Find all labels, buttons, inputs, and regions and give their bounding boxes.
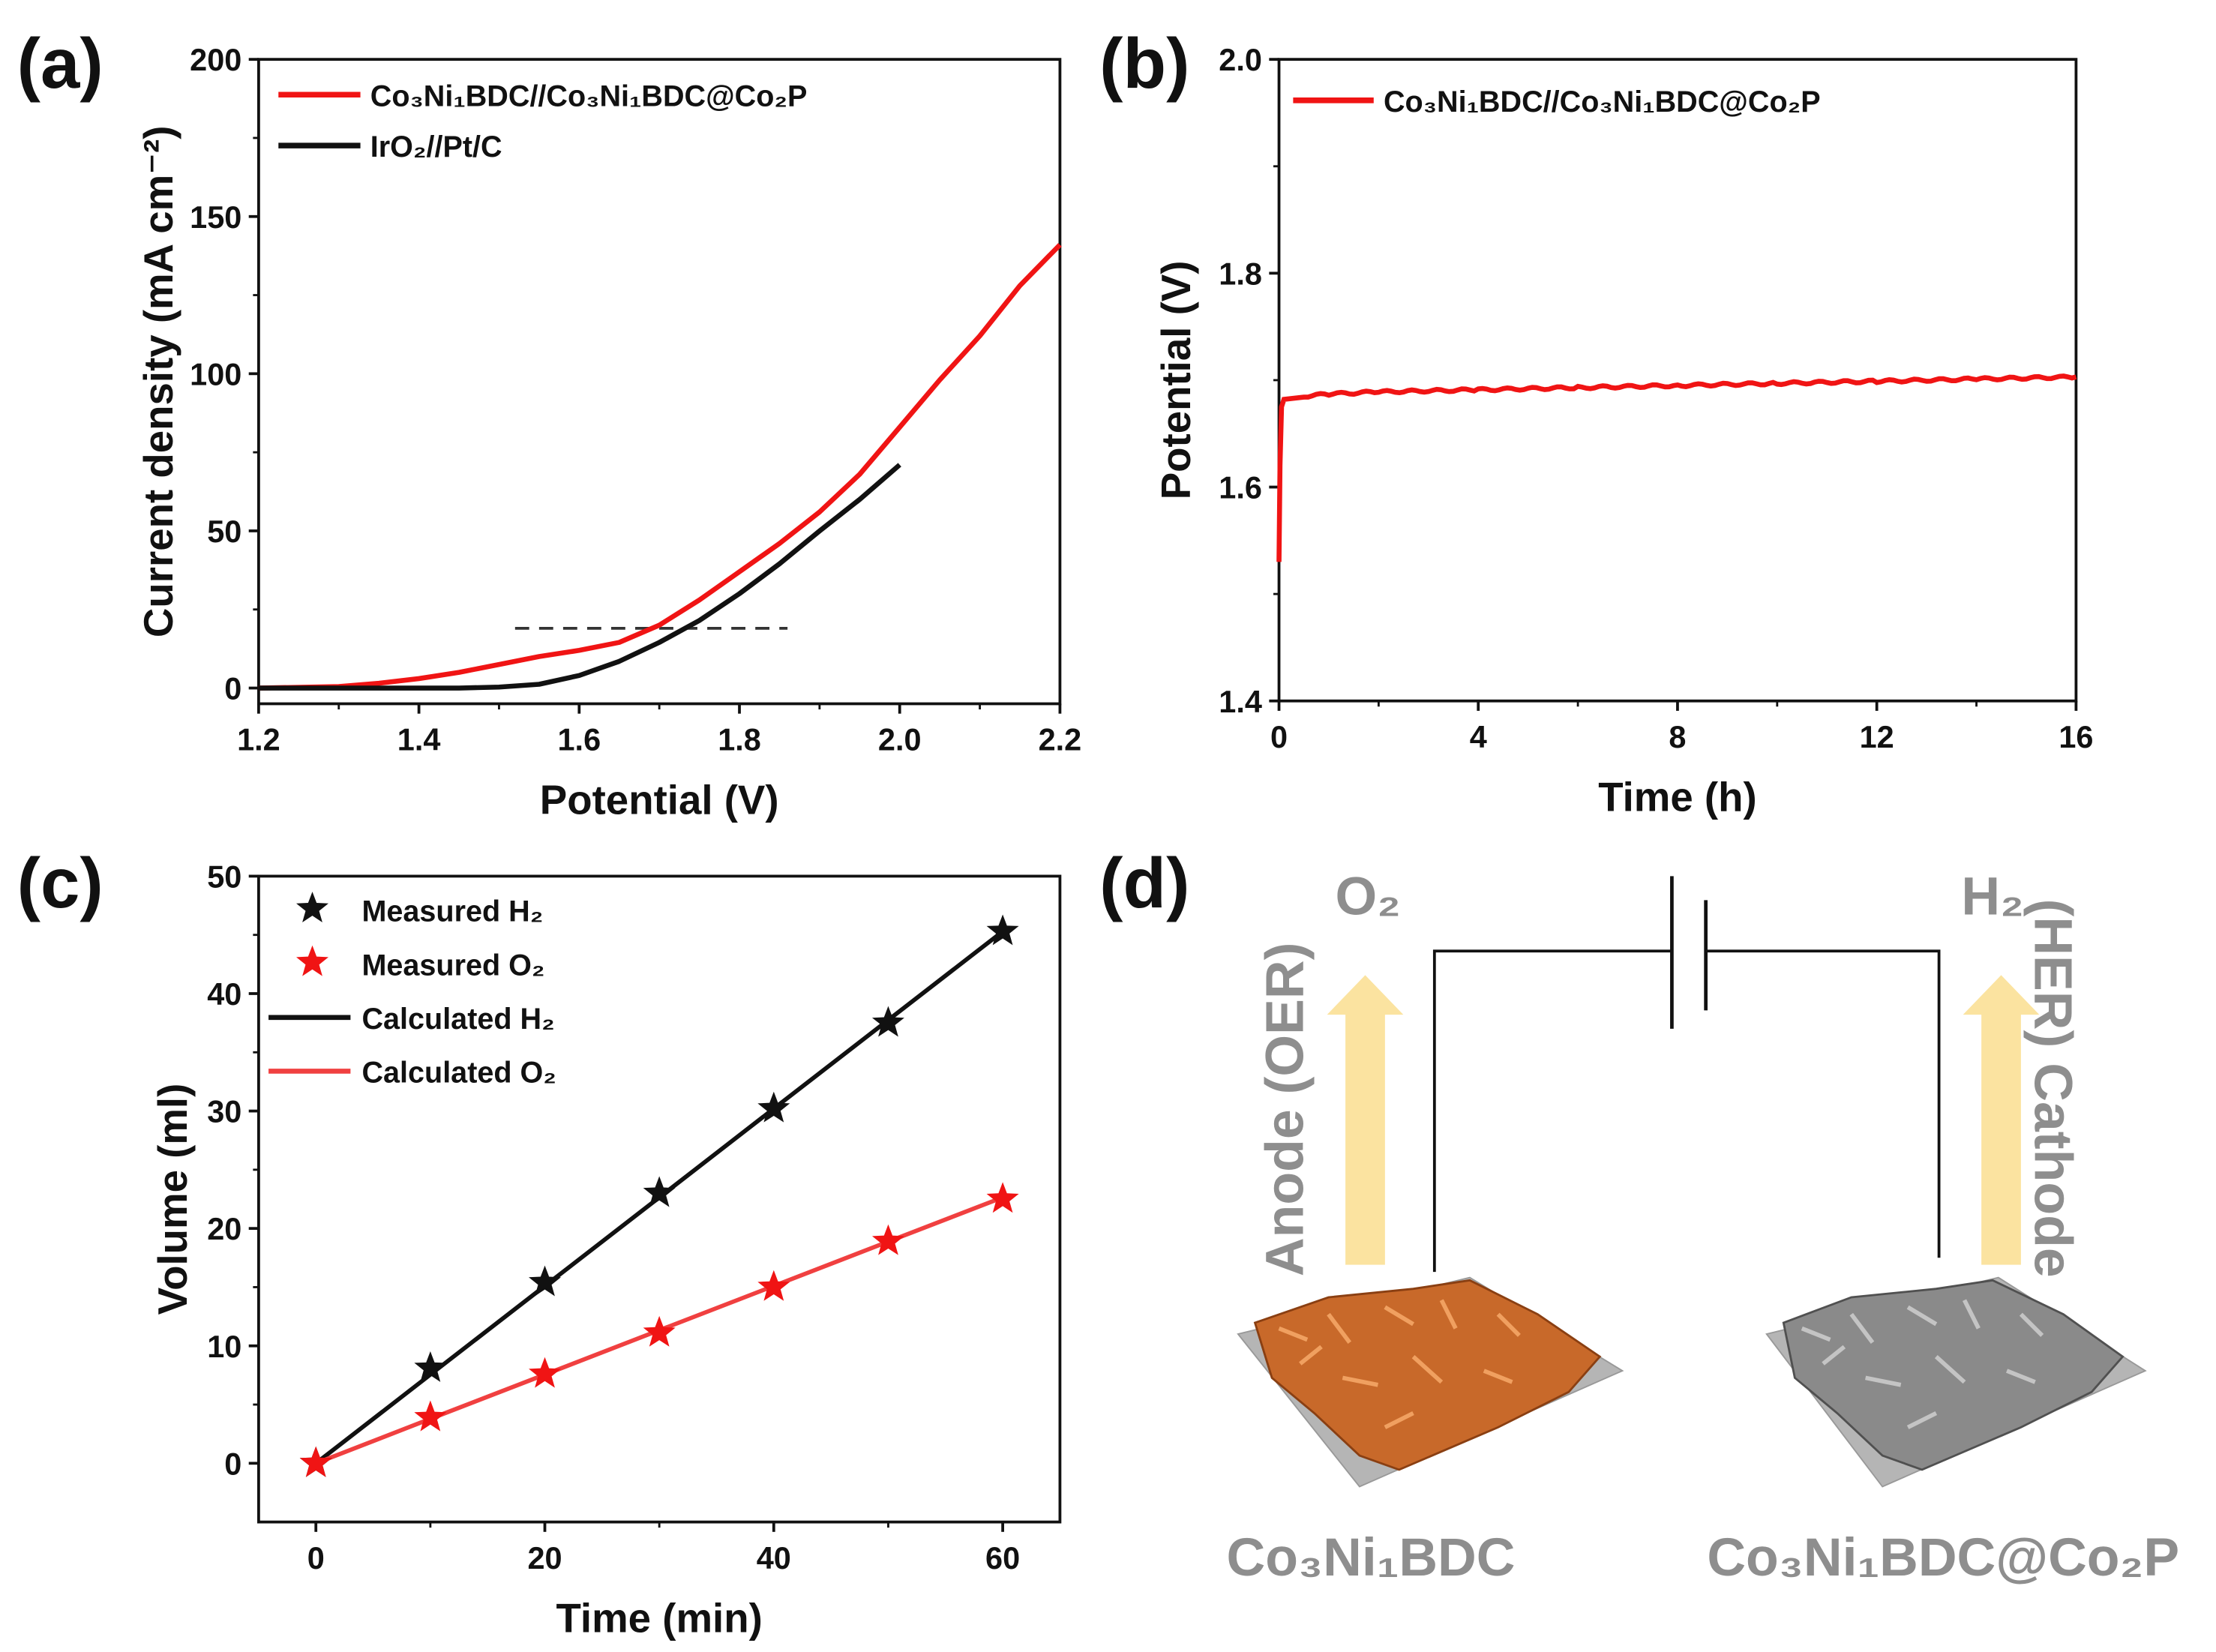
x-tick-label: 1.2	[237, 722, 280, 757]
legend-label-0: Co₃Ni₁BDC//Co₃Ni₁BDC@Co₂P	[370, 79, 808, 112]
x-tick-label: 0	[307, 1540, 325, 1576]
star-marker	[529, 1265, 562, 1297]
x-tick-label: 2.0	[878, 722, 922, 757]
y-tick-label: 200	[190, 42, 241, 77]
x-tick-label: 20	[527, 1540, 562, 1576]
x-axis-title: Potential (V)	[540, 777, 779, 823]
panel-label-a: (a)	[17, 24, 103, 103]
star-marker	[871, 1006, 904, 1037]
anode-material-label: Co₃Ni₁BDC	[1227, 1528, 1516, 1588]
y-tick-label: 20	[207, 1211, 241, 1246]
star-marker	[757, 1091, 790, 1123]
cathode-material-label: Co₃Ni₁BDC@Co₂P	[1707, 1528, 2179, 1588]
series-line-0	[1276, 373, 2077, 562]
y-tick-label: 1.8	[1219, 256, 1262, 291]
anode-gas-label: O₂	[1335, 866, 1401, 926]
anode-label: Anode (OER)	[1255, 943, 1315, 1277]
chart-b-stability: 0 4 8 12 16 1.4 1.6 1.8 2.0 Time (h) Potential (V)…	[1153, 42, 2094, 820]
y-tick-label: 40	[207, 976, 241, 1012]
y-tick-label: 0	[224, 1446, 241, 1481]
star-marker	[414, 1400, 447, 1432]
series-line-1	[258, 463, 901, 691]
legend-label-0: Measured H₂	[361, 895, 543, 928]
y-tick-label: 50	[207, 859, 241, 894]
y-tick-label: 0	[224, 671, 241, 706]
cathode-material	[1782, 1279, 2125, 1471]
x-tick-label: 8	[1669, 719, 1686, 754]
series-line-0	[258, 243, 1062, 691]
cathode-gas-label: H₂	[1961, 866, 2024, 926]
cathode-texture	[1801, 1299, 2044, 1429]
anode-up-arrow-icon	[1327, 975, 1404, 1265]
cathode-up-arrow-icon	[1963, 975, 2040, 1265]
legend-star-1	[296, 945, 329, 976]
y-tick-label: 100	[190, 356, 241, 391]
legend-star-0	[296, 892, 329, 923]
x-tick-label: 60	[985, 1540, 1020, 1576]
legend-label-1: IrO₂//Pt/C	[370, 130, 502, 163]
y-tick-label: 2.0	[1219, 42, 1262, 77]
y-axis-title: Volume (ml)	[150, 1084, 196, 1315]
panel-label-c: (c)	[17, 844, 103, 922]
legend-label-0: Co₃Ni₁BDC//Co₃Ni₁BDC@Co₂P	[1384, 85, 1821, 118]
diagram-d-electrolyzer: O₂ H₂ Anode (OER) (HER) Cathode Co₃Ni₁BD…	[1227, 866, 2180, 1588]
cathode-wire	[1705, 949, 1941, 1258]
x-tick-label: 40	[757, 1540, 791, 1576]
panel-label-d: (d)	[1099, 844, 1189, 922]
y-axis-title: Current density (mA cm⁻²)	[136, 126, 181, 638]
star-marker	[871, 1224, 904, 1255]
y-tick-label: 50	[207, 514, 241, 549]
legend-label-1: Measured O₂	[361, 949, 544, 982]
anode-material	[1253, 1279, 1602, 1471]
x-tick-label: 16	[2059, 719, 2093, 754]
panel-label-b: (b)	[1099, 24, 1189, 103]
legend-label-3: Calculated O₂	[361, 1057, 556, 1090]
cathode-label: (HER) Cathode	[2023, 898, 2083, 1277]
chart-c-gas-volume: 0 20 40 60 0 10 20 30 40 50 Time (min) Volume (ml) M…	[150, 859, 1062, 1642]
y-axis-title: Potential (V)	[1153, 261, 1199, 500]
y-tick-label: 1.4	[1219, 684, 1262, 719]
star-marker	[643, 1176, 676, 1207]
x-tick-label: 1.6	[558, 722, 601, 757]
x-tick-label: 12	[1860, 719, 1894, 754]
x-tick-label: 4	[1470, 719, 1487, 754]
chart-a-lsv: 1.2 1.4 1.6 1.8 2.0 2.2 0 50 100 150 200 Potential …	[136, 42, 1081, 823]
y-tick-label: 30	[207, 1094, 241, 1129]
x-tick-label: 2.2	[1039, 722, 1082, 757]
x-tick-label: 1.8	[718, 722, 761, 757]
x-tick-label: 0	[1270, 719, 1288, 754]
x-tick-label: 1.4	[397, 722, 441, 757]
star-marker	[643, 1315, 676, 1347]
star-marker	[299, 1446, 332, 1477]
y-tick-label: 1.6	[1219, 470, 1262, 505]
legend-label-2: Calculated H₂	[361, 1003, 554, 1036]
anode-wire	[1432, 949, 1672, 1273]
star-marker	[757, 1270, 790, 1301]
x-axis-title: Time (h)	[1598, 775, 1757, 820]
y-tick-label: 150	[190, 199, 241, 235]
y-tick-label: 10	[207, 1329, 241, 1364]
anode-texture	[1278, 1299, 1521, 1429]
star-marker	[986, 1182, 1019, 1213]
star-marker	[414, 1351, 447, 1382]
x-axis-title: Time (min)	[556, 1596, 763, 1642]
star-marker	[529, 1357, 562, 1388]
star-marker	[986, 914, 1019, 946]
